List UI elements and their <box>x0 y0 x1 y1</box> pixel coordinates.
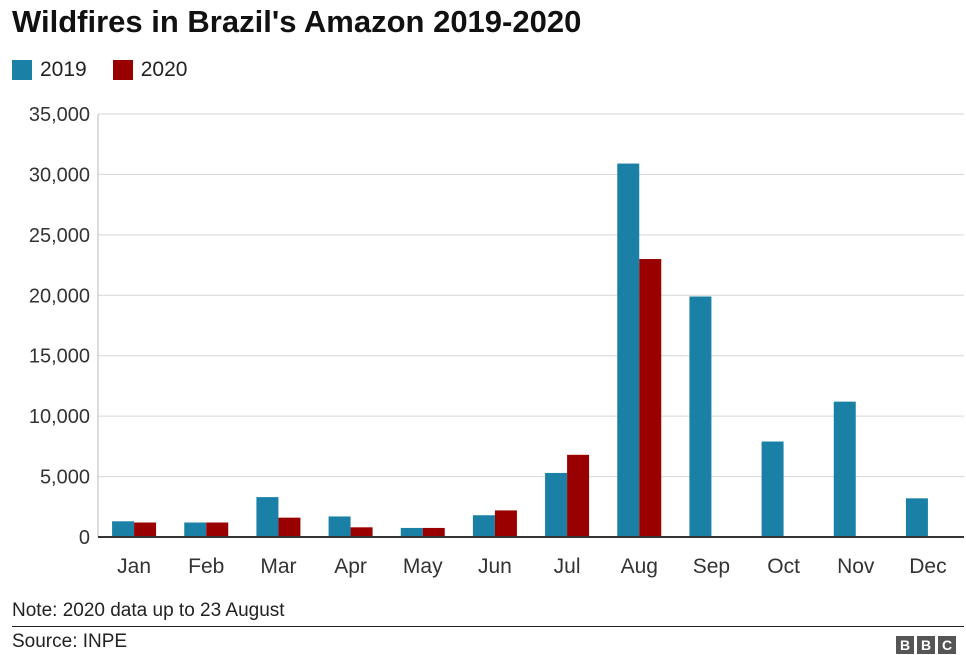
bar-2019-jun <box>472 515 495 537</box>
legend-label-2019: 2019 <box>40 58 87 81</box>
chart-title: Wildfires in Brazil's Amazon 2019-2020 <box>12 4 582 39</box>
footer-divider <box>12 626 964 627</box>
bar-2020-mar <box>278 517 301 537</box>
bbc-logo-letter: B <box>896 636 914 654</box>
bbc-logo-letter: B <box>917 636 935 654</box>
bar-2019-aug <box>617 163 640 537</box>
y-tick-label: 25,000 <box>29 225 90 247</box>
y-tick-label: 20,000 <box>29 285 90 307</box>
bar-chart: 0 5,000 10,000 15,000 20,000 25,000 30,000 35,0… <box>29 104 964 578</box>
y-tick-label: 0 <box>79 527 90 549</box>
x-tick-label: Jul <box>554 555 581 578</box>
x-tick-label: Oct <box>767 555 800 578</box>
bar-2020-aug <box>639 259 662 537</box>
chart-legend: 2019 2020 <box>12 58 213 82</box>
bar-2019-dec <box>905 498 928 537</box>
x-tick-label: Apr <box>334 555 367 578</box>
chart-note: Note: 2020 data up to 23 August <box>12 600 285 621</box>
legend-label-2020: 2020 <box>140 58 188 81</box>
bar-2019-sep <box>689 296 712 537</box>
chart-source: Source: INPE <box>12 631 128 652</box>
x-tick-label: Sep <box>693 555 730 578</box>
x-tick-label: Mar <box>260 555 296 578</box>
x-tick-label: Nov <box>837 555 875 578</box>
x-tick-label: Jan <box>117 555 151 578</box>
y-tick-label: 10,000 <box>29 406 90 428</box>
legend-swatch-2020 <box>112 60 133 80</box>
legend-item-2019: 2019 <box>12 58 87 82</box>
bar-2020-feb <box>206 522 229 537</box>
bar-2019-feb <box>184 522 207 537</box>
bar-2019-apr <box>328 516 351 537</box>
x-tick-label: Jun <box>478 555 512 578</box>
bar-2020-apr <box>350 527 373 537</box>
bar-2019-oct <box>761 441 784 537</box>
bbc-logo-letter: C <box>938 636 956 654</box>
x-tick-label: Aug <box>621 555 658 578</box>
bar-2019-mar <box>256 497 279 537</box>
bar-2020-may <box>422 527 445 537</box>
x-tick-label: May <box>403 555 443 578</box>
legend-swatch-2019 <box>12 60 32 80</box>
bar-2019-jan <box>112 521 135 537</box>
bar-2020-jan <box>134 522 157 537</box>
bar-2019-nov <box>833 401 856 537</box>
y-tick-label: 30,000 <box>29 164 90 186</box>
x-tick-label: Feb <box>188 555 224 578</box>
legend-item-2020: 2020 <box>112 58 188 82</box>
bbc-logo: B B C <box>893 636 956 654</box>
y-tick-label: 35,000 <box>29 104 90 126</box>
x-tick-label: Dec <box>909 555 946 578</box>
bar-2020-jul <box>567 454 590 537</box>
bar-2020-jun <box>494 510 517 537</box>
bar-2019-may <box>400 527 423 537</box>
bar-2019-jul <box>545 472 568 537</box>
y-tick-label: 15,000 <box>29 346 90 368</box>
y-tick-label: 5,000 <box>40 467 90 489</box>
